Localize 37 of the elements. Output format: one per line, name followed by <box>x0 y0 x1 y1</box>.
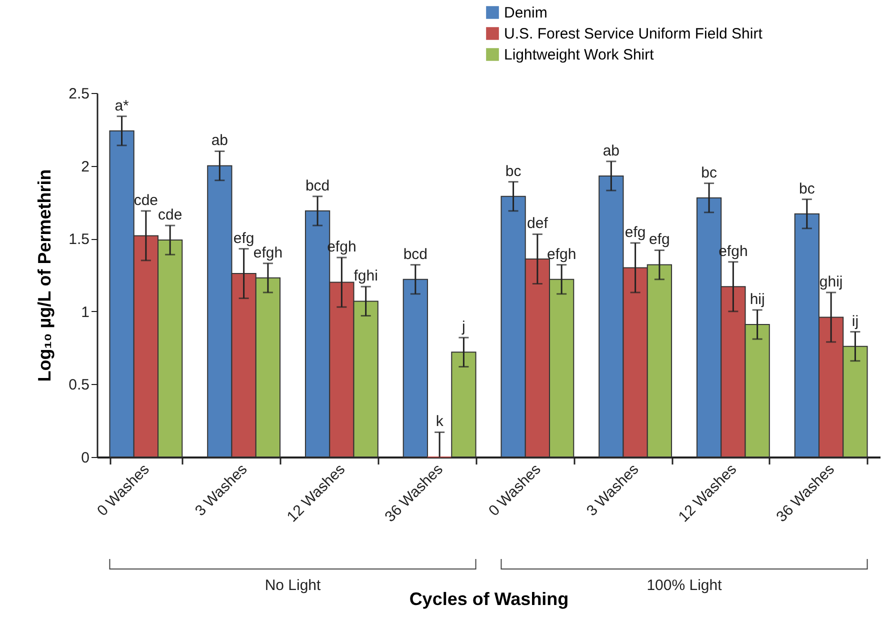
text: No Light <box>264 577 322 594</box>
data-label: cde <box>158 206 182 224</box>
data-label: efgh <box>546 246 576 263</box>
data-label: ab <box>602 142 620 160</box>
data-label: fghi <box>354 268 378 285</box>
data-label: bcd <box>403 246 428 263</box>
data-label: bcd <box>305 177 330 194</box>
data-label: ghij <box>819 273 843 290</box>
data-label: efg <box>624 224 646 241</box>
y-axis-title: Log₁₀ µg/L of Permethrin <box>34 169 55 382</box>
data-label: bc <box>799 180 816 198</box>
data-label: efg <box>233 230 254 247</box>
y-tick-label: 0 <box>81 450 90 466</box>
y-tick-label: 2 <box>81 158 90 176</box>
data-label: hij <box>750 290 765 308</box>
legend-label: Lightweight Work Shirt <box>504 46 655 64</box>
data-label: cde <box>134 192 158 209</box>
data-label: ab <box>211 132 228 150</box>
y-tick-label: 0.5 <box>68 376 90 394</box>
x-axis-title: Cycles of Washing <box>409 588 569 609</box>
data-label: efgh <box>253 244 283 262</box>
data-label: j <box>461 318 466 336</box>
data-label: efg <box>649 231 670 248</box>
bar <box>402 278 428 458</box>
bar <box>451 352 476 458</box>
y-tick-label: 2.5 <box>68 86 90 102</box>
y-tick-label: 1 <box>81 304 90 321</box>
legend-label: Denim <box>504 4 548 22</box>
data-label: bc <box>505 162 522 180</box>
text: 100% Light <box>646 577 723 594</box>
data-label: a* <box>114 97 130 114</box>
data-label: k <box>436 413 444 430</box>
y-tick-label: 1.5 <box>68 231 90 248</box>
data-label: def <box>527 215 549 232</box>
legend-label: U.S. Forest Service Uniform Field Shirt <box>504 26 764 42</box>
data-label: bc <box>701 164 718 182</box>
data-label: ij <box>852 312 859 330</box>
